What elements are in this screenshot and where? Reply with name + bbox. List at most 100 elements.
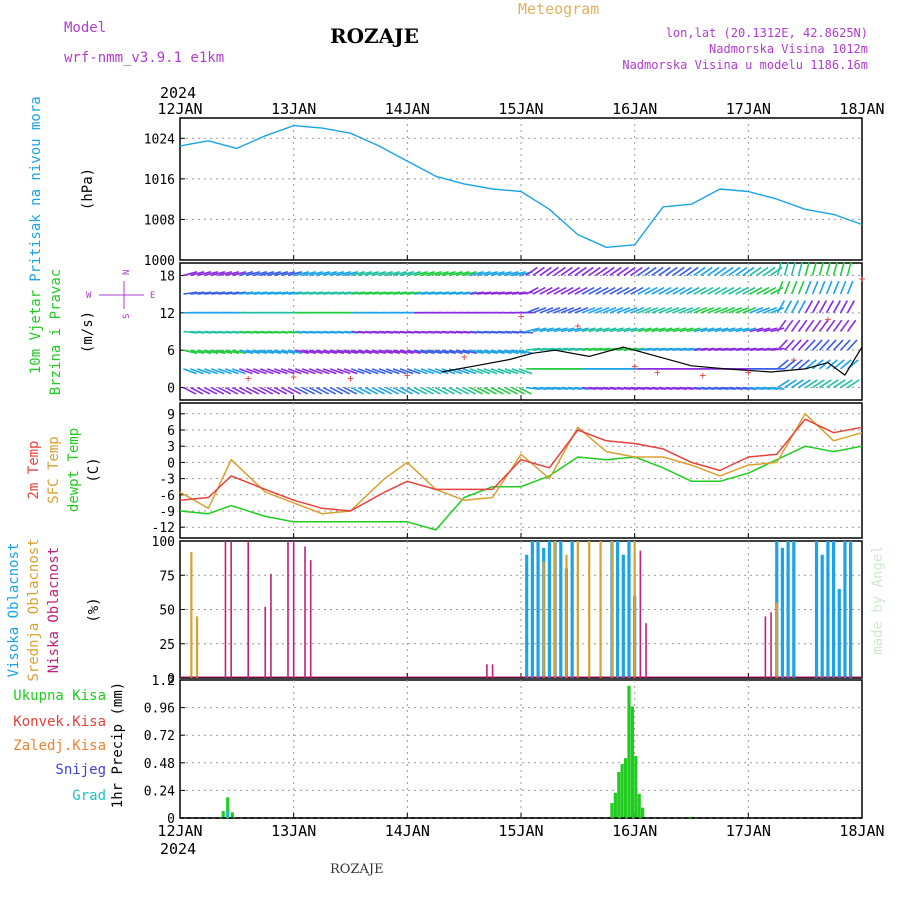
wind-arrow [231,386,246,395]
wind-arrow [420,271,435,277]
wind-arrow [735,286,749,295]
wind-arrow [630,307,645,314]
wind-arrow [246,349,261,355]
wind-arrow [595,286,609,295]
wind-arrow [469,349,484,355]
wind-arrow [302,291,317,295]
wind-arrow [273,386,288,395]
wind-arrow [385,386,399,395]
wind-arrow [693,347,708,351]
wind-arrow [825,339,837,351]
wind-arrow [330,271,344,277]
wind-arrow [644,347,659,351]
wind-arrow [511,368,526,375]
pressure-unit: (hPa) [80,168,96,210]
wind-arrow [267,291,282,295]
wind-arrow [245,386,260,395]
wind-arrow [637,286,651,295]
wind-arrow [616,266,629,277]
wind-arrow [797,300,807,314]
wind-arrow [252,386,267,395]
wind-gust-mark: + [631,360,638,373]
wind-arrow [567,307,582,314]
wind-arrow [246,271,261,277]
wind-arrow [504,271,519,277]
bottom-date-label: 16JAN [612,822,657,840]
wind-arrow [818,319,829,332]
wind-arrow [839,280,847,295]
wind-arrow [826,379,839,389]
wind-arrow [197,368,211,375]
wind-arrow [707,286,721,295]
wind-arrow [497,291,512,295]
wind-arrow [295,291,310,295]
wind-arrow [602,386,617,391]
top-date-label: 12JAN [157,100,202,118]
credit-label: made by Angel [870,545,886,655]
wind-arrow [630,266,643,277]
wind-arrow [316,271,330,277]
wind-arrow [399,368,414,375]
wind-arrow [343,368,358,375]
wind-arrow [686,286,700,295]
wind-arrow [511,349,526,355]
wind-arrow [190,271,205,277]
y-tick-label: 3 [167,440,175,455]
wind-arrow [532,347,547,351]
wind-arrow [700,307,715,314]
wind-arrow [581,286,595,295]
wind-arrow [246,291,261,295]
wind-arrow [420,291,436,295]
wind-arrow [232,291,247,295]
wind-arrow [267,368,281,375]
y-tick-label: 0.48 [144,757,175,772]
wind-arrow [525,347,540,351]
wind-arrow [665,347,680,351]
wind-arrow [294,386,309,395]
y-tick-label: 9 [167,408,175,423]
wind-arrow [832,261,838,276]
wind-arrow [651,347,666,351]
wind-arrow [812,359,824,370]
wind-arrow [483,386,497,395]
wind-axis-label-1: 10m Vjetar [28,290,44,374]
wind-arrow [190,291,205,295]
wind-arrow [386,291,401,295]
top-year-label: 2024 [160,84,196,102]
wind-arrow [763,307,777,314]
wind-arrow [560,327,575,333]
wind-speed-line [441,346,863,376]
wind-arrow [776,280,784,295]
wind-arrow [364,368,379,375]
wind-arrow [805,379,818,389]
bottom-date-label: 17JAN [726,822,771,840]
wind-arrow [490,291,505,295]
wind-arrow [295,271,309,277]
wind-arrow [315,386,330,395]
y-tick-label: 50 [159,604,175,619]
wind-arrow [749,266,762,277]
wind-arrow [798,359,810,370]
wind-gust-mark: + [575,319,582,332]
wind-arrow [595,386,610,391]
compass-n: N [122,270,132,275]
wind-arrow [679,386,694,391]
wind-gust-mark: + [290,370,297,383]
wind-arrow [567,327,582,333]
wind-arrow [420,349,435,355]
wind-arrow [588,347,603,351]
wind-arrow [371,271,386,277]
wind-gust-mark: + [859,273,866,286]
wind-arrow [392,349,407,355]
wind-arrow [462,386,476,395]
wind-arrow [700,386,715,391]
wind-arrow [476,271,491,277]
wind-arrow [825,300,835,314]
wind-arrow [511,271,526,277]
wind-arrow [532,386,547,391]
wind-arrow [406,271,421,277]
wind-arrow [357,349,372,355]
wind-arrow [190,386,204,395]
panel-frame-precip [179,679,863,819]
